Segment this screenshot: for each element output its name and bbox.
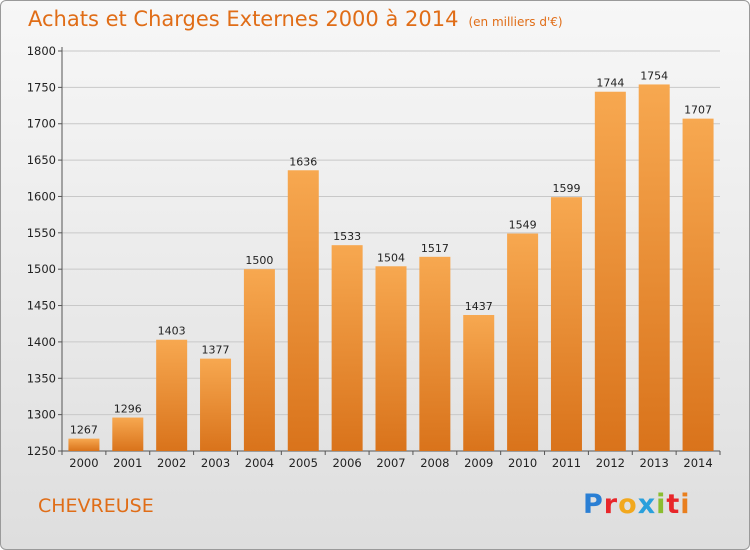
y-tick-label: 1400 (27, 335, 56, 349)
data-label-2002: 1403 (158, 325, 186, 338)
x-tick-label-2004: 2004 (245, 456, 274, 470)
x-tick-label-2005: 2005 (289, 456, 318, 470)
bar-2006 (331, 245, 363, 451)
y-tick-label: 1300 (27, 408, 56, 422)
bar-2002 (156, 339, 188, 451)
chart-subtitle: (en milliers d'€) (468, 15, 563, 29)
data-label-2010: 1549 (509, 219, 537, 232)
x-tick-label-2003: 2003 (201, 456, 230, 470)
bar-2003 (200, 358, 232, 451)
data-label-2013: 1754 (640, 69, 668, 82)
y-tick-label: 1700 (27, 117, 56, 131)
bar-2013 (638, 84, 670, 452)
y-tick-label: 1500 (27, 262, 56, 276)
location-label: CHEVREUSE (38, 495, 154, 517)
data-label-2005: 1636 (289, 155, 317, 168)
data-label-2009: 1437 (465, 300, 493, 313)
bar-2009 (463, 315, 495, 451)
y-tick-label: 1650 (27, 153, 56, 167)
x-tick-label-2001: 2001 (113, 456, 142, 470)
y-tick-label: 1450 (27, 299, 56, 313)
x-tick-label-2008: 2008 (420, 456, 449, 470)
proxiti-logo: Proxiti (583, 489, 691, 520)
data-label-2006: 1533 (333, 230, 361, 243)
bars (68, 84, 714, 452)
bar-2000 (68, 438, 100, 451)
bar-2008 (419, 256, 451, 451)
bar-2005 (287, 170, 319, 452)
data-label-2012: 1744 (596, 77, 624, 90)
chart-title: Achats et Charges Externes 2000 à 2014 (e… (28, 7, 563, 31)
chart-title-text: Achats et Charges Externes 2000 à 2014 (28, 7, 459, 31)
y-tick-label: 1250 (27, 444, 56, 458)
y-tick-label: 1750 (27, 80, 56, 94)
data-label-2007: 1504 (377, 251, 405, 264)
bar-2007 (375, 266, 407, 451)
bar-2010 (507, 233, 539, 451)
x-tick-label-2014: 2014 (683, 456, 712, 470)
x-tick-label-2011: 2011 (552, 456, 581, 470)
data-label-2001: 1296 (114, 403, 142, 416)
x-tick-label-2010: 2010 (508, 456, 537, 470)
data-label-2008: 1517 (421, 242, 449, 255)
x-tick-label-2000: 2000 (69, 456, 98, 470)
bar-2004 (243, 269, 275, 451)
data-label-2014: 1707 (684, 104, 712, 117)
bar-2012 (594, 91, 626, 452)
data-label-2011: 1599 (552, 182, 580, 195)
data-labels: 1267 1296 1403 1377 1500 1636 1533 1504 1517 1437… (70, 69, 712, 436)
x-tick-label-2006: 2006 (332, 456, 361, 470)
y-tick-label: 1800 (27, 44, 56, 58)
bar-2001 (112, 417, 144, 451)
x-tick-label-2012: 2012 (596, 456, 625, 470)
data-label-2004: 1500 (245, 254, 273, 267)
x-tick-label-2002: 2002 (157, 456, 186, 470)
x-tick-label-2007: 2007 (376, 456, 405, 470)
y-tick-label: 1350 (27, 371, 56, 385)
x-tick-label-2013: 2013 (640, 456, 669, 470)
bar-2014 (682, 118, 714, 452)
data-label-2000: 1267 (70, 424, 98, 437)
y-tick-label: 1550 (27, 226, 56, 240)
y-tick-label: 1600 (27, 189, 56, 203)
data-label-2003: 1377 (202, 344, 230, 357)
bar-2011 (550, 197, 582, 451)
x-tick-label-2009: 2009 (464, 456, 493, 470)
